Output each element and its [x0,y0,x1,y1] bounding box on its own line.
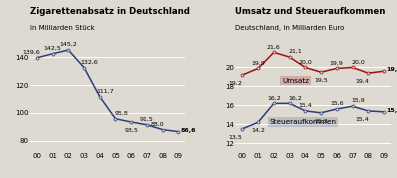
Text: 86,6: 86,6 [180,128,196,133]
Text: 21,1: 21,1 [288,49,302,54]
Text: 142,5: 142,5 [44,46,62,51]
Text: 15,2: 15,2 [314,119,328,124]
Text: Umsatz und Steueraufkommen: Umsatz und Steueraufkommen [235,7,386,16]
Text: 15,9: 15,9 [351,98,365,103]
Text: 15,6: 15,6 [330,101,343,106]
Text: 88,0: 88,0 [150,122,164,127]
Text: 19,2: 19,2 [229,81,243,86]
Text: 15,3: 15,3 [386,108,397,113]
Text: 93,5: 93,5 [124,128,138,133]
Text: 14,2: 14,2 [251,128,265,133]
Text: Steueraufkommen: Steueraufkommen [270,119,337,125]
Text: 19,4: 19,4 [356,79,370,84]
Text: 21,6: 21,6 [267,44,281,49]
Text: 19,5: 19,5 [314,78,328,83]
Text: 91,5: 91,5 [140,117,154,122]
Text: 132,6: 132,6 [81,59,98,64]
Text: 16,2: 16,2 [288,95,302,100]
Text: Zigarettenabsatz in Deutschland: Zigarettenabsatz in Deutschland [30,7,190,16]
Text: 145,2: 145,2 [60,42,77,47]
Text: in Milliarden Stück: in Milliarden Stück [30,25,94,31]
Text: 19,6: 19,6 [386,67,397,72]
Text: 20,0: 20,0 [299,59,312,64]
Text: 15,4: 15,4 [299,103,312,108]
Text: 13,5: 13,5 [229,135,242,140]
Text: 15,4: 15,4 [356,117,370,122]
Text: 95,8: 95,8 [114,111,128,116]
Text: Umsatz: Umsatz [282,78,309,84]
Text: 16,2: 16,2 [267,95,281,100]
Text: 139,6: 139,6 [22,50,40,55]
Text: 19,9: 19,9 [330,60,344,65]
Text: 111,7: 111,7 [96,89,114,94]
Text: 20,0: 20,0 [351,59,365,64]
Text: Deutschland, in Milliarden Euro: Deutschland, in Milliarden Euro [235,25,345,31]
Text: 19,9: 19,9 [251,60,265,65]
